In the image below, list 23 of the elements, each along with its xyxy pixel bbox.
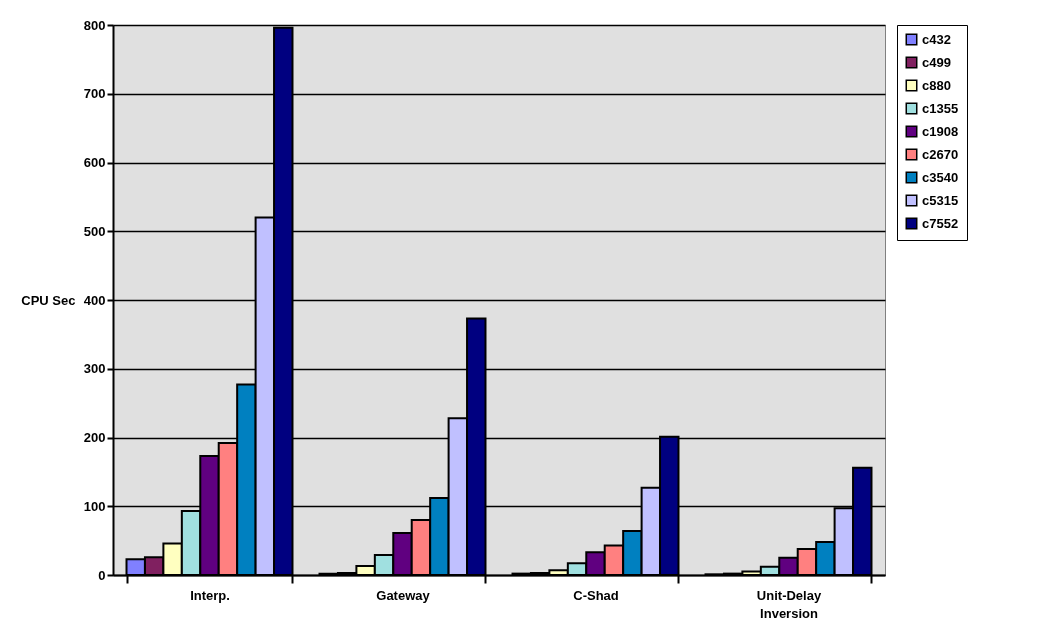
y-tick-label: 100 xyxy=(83,498,106,514)
legend-label: c499 xyxy=(922,54,951,70)
legend-label: c3540 xyxy=(922,169,959,185)
x-tick-label: Unit-Delay Inversion xyxy=(756,587,822,621)
legend-label: c880 xyxy=(922,77,951,93)
y-tick-label: 700 xyxy=(83,86,106,102)
legend-label: c1908 xyxy=(922,123,959,139)
y-tick-label: 500 xyxy=(83,223,106,239)
legend-label: c432 xyxy=(922,31,951,47)
y-axis-title: CPU Sec xyxy=(21,292,76,308)
x-tick-label: C-Shad xyxy=(573,587,619,603)
y-tick-label: 800 xyxy=(83,17,106,33)
x-tick-label: Interp. xyxy=(190,587,230,603)
legend-label: c2670 xyxy=(922,146,959,162)
legend-label: c5315 xyxy=(922,192,959,208)
y-tick-label: 200 xyxy=(83,430,106,445)
x-tick-label: Gateway xyxy=(376,587,431,603)
legend-label: c1355 xyxy=(922,100,959,116)
y-tick-label: 0 xyxy=(98,567,106,583)
y-tick-label: 300 xyxy=(83,361,106,377)
y-tick-label: 400 xyxy=(83,292,106,308)
y-tick-label: 600 xyxy=(83,155,106,170)
legend-label: c7552 xyxy=(922,215,959,231)
